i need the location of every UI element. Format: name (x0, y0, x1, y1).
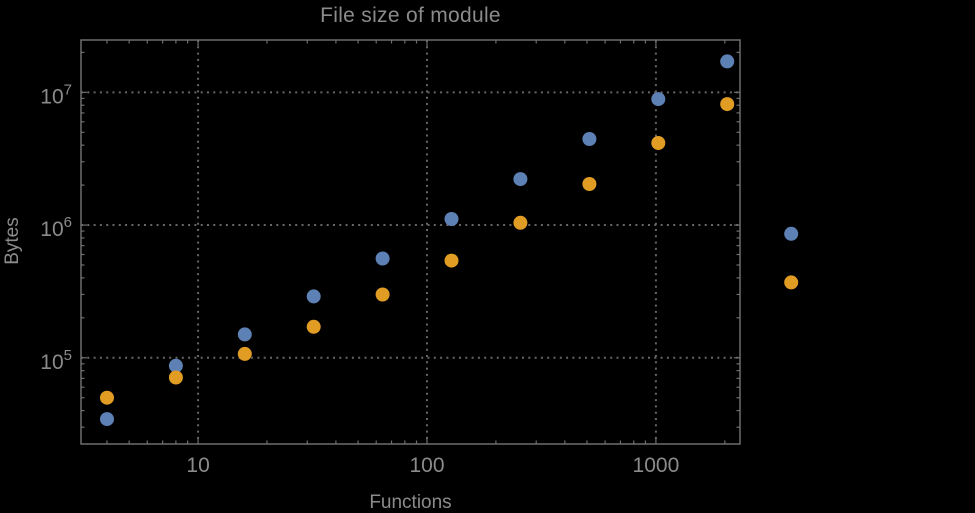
data-point-series_2_orange-x128 (444, 253, 459, 268)
data-point-series_1_blue-x1024 (651, 92, 666, 107)
x-tick-label-10: 10 (186, 454, 209, 477)
data-point-series_1_blue-x512 (582, 132, 597, 146)
data-point-series_2_orange-x3900 (784, 275, 799, 290)
x-tick-label-100: 100 (409, 454, 444, 477)
data-point-series_1_blue-x3900 (784, 226, 799, 241)
y-tick-label-10e5: 105 (40, 347, 72, 374)
data-point-series_1_blue-x32 (306, 289, 321, 304)
y-tick-label-10e7: 107 (40, 81, 72, 108)
chart-title: File size of module (320, 4, 501, 27)
y-axis-label: Bytes (2, 217, 23, 265)
data-point-series_1_blue-x4 (100, 412, 114, 427)
x-tick-label-1000: 1000 (633, 454, 680, 477)
data-point-series_1_blue-x64 (375, 251, 390, 266)
data-point-series_2_orange-x512 (582, 177, 597, 191)
data-point-series_2_orange-x4 (100, 390, 114, 405)
x-axis-label: Functions (369, 492, 452, 513)
y-tick-label-10e6: 106 (40, 214, 72, 241)
data-point-series_2_orange-x2048 (720, 97, 735, 112)
data-point-series_2_orange-x16 (237, 346, 252, 361)
plot-frame (80, 39, 741, 445)
data-point-series_2_orange-x64 (375, 287, 390, 302)
data-point-series_2_orange-x8 (168, 370, 183, 385)
data-point-series_1_blue-x16 (237, 327, 252, 342)
data-point-series_1_blue-x8 (168, 358, 183, 373)
data-point-series_2_orange-x32 (306, 319, 321, 334)
data-point-series_1_blue-x2048 (720, 54, 735, 69)
data-point-series_2_orange-x256 (513, 215, 528, 230)
data-point-series_2_orange-x1024 (651, 136, 666, 150)
data-point-series_1_blue-x128 (444, 212, 459, 226)
data-point-series_1_blue-x256 (513, 172, 528, 187)
